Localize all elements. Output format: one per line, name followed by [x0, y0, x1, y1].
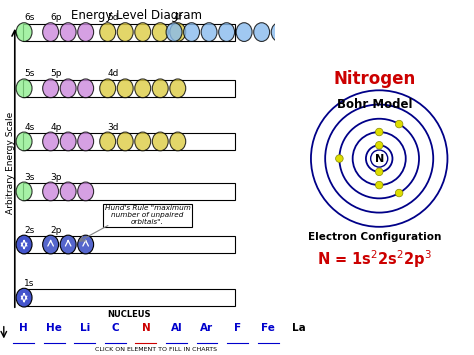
Text: 3s: 3s	[24, 173, 35, 181]
Text: 4p: 4p	[51, 122, 62, 132]
FancyBboxPatch shape	[23, 133, 235, 150]
Circle shape	[78, 79, 94, 98]
Text: N = 1s$^{2}$2s$^{2}$2p$^{3}$: N = 1s$^{2}$2s$^{2}$2p$^{3}$	[317, 248, 432, 269]
Circle shape	[117, 79, 133, 98]
Circle shape	[152, 79, 168, 98]
Circle shape	[375, 128, 383, 136]
Text: C: C	[111, 323, 119, 333]
Circle shape	[100, 132, 116, 151]
Text: He: He	[46, 323, 62, 333]
Circle shape	[43, 182, 59, 201]
Circle shape	[100, 23, 116, 42]
Text: 5d: 5d	[108, 13, 119, 22]
Text: 2s: 2s	[24, 226, 34, 235]
Text: 3p: 3p	[51, 173, 62, 181]
Text: F: F	[234, 323, 241, 333]
Text: Ar: Ar	[201, 323, 214, 333]
Text: Nitrogen: Nitrogen	[333, 70, 416, 88]
Text: 4s: 4s	[24, 122, 34, 132]
Text: 6p: 6p	[51, 13, 62, 22]
Circle shape	[60, 79, 76, 98]
FancyBboxPatch shape	[23, 80, 235, 97]
Circle shape	[371, 150, 388, 167]
Circle shape	[375, 142, 383, 149]
Circle shape	[152, 23, 168, 42]
Circle shape	[60, 132, 76, 151]
Text: 5p: 5p	[51, 70, 62, 78]
Circle shape	[78, 23, 94, 42]
Circle shape	[135, 23, 151, 42]
Text: La: La	[292, 323, 306, 333]
Circle shape	[183, 23, 200, 42]
Circle shape	[170, 23, 186, 42]
Circle shape	[16, 182, 32, 201]
Text: N: N	[374, 154, 384, 164]
Text: Bohr Model: Bohr Model	[337, 98, 412, 111]
FancyBboxPatch shape	[23, 289, 235, 306]
Text: Al: Al	[171, 323, 182, 333]
Text: 3d: 3d	[108, 122, 119, 132]
Text: 6s: 6s	[24, 13, 35, 22]
Circle shape	[78, 182, 94, 201]
Circle shape	[271, 23, 287, 42]
Text: Li: Li	[80, 323, 90, 333]
Circle shape	[170, 79, 186, 98]
Circle shape	[395, 120, 403, 128]
Text: Electron Configuration: Electron Configuration	[308, 232, 441, 242]
Circle shape	[100, 79, 116, 98]
Circle shape	[135, 132, 151, 151]
Circle shape	[16, 288, 32, 307]
Text: CLICK ON ELEMENT TO FILL IN CHARTS: CLICK ON ELEMENT TO FILL IN CHARTS	[95, 347, 218, 352]
Circle shape	[254, 23, 270, 42]
Text: 1s: 1s	[24, 279, 35, 288]
FancyBboxPatch shape	[23, 23, 235, 41]
Circle shape	[201, 23, 217, 42]
Circle shape	[135, 79, 151, 98]
Circle shape	[236, 23, 252, 42]
Text: Hund's Rule "maximum
number of unpaired
orbitals".: Hund's Rule "maximum number of unpaired …	[105, 206, 191, 225]
Circle shape	[219, 23, 235, 42]
Circle shape	[16, 23, 32, 42]
Text: Arbitrary Energy Scale: Arbitrary Energy Scale	[6, 112, 15, 214]
Text: 2p: 2p	[51, 226, 62, 235]
Text: NUCLEUS: NUCLEUS	[107, 310, 151, 319]
Circle shape	[117, 23, 133, 42]
Circle shape	[60, 182, 76, 201]
Circle shape	[170, 132, 186, 151]
Circle shape	[43, 132, 59, 151]
FancyBboxPatch shape	[23, 183, 235, 200]
Text: 4f: 4f	[174, 13, 183, 22]
Circle shape	[16, 235, 32, 254]
Text: 4d: 4d	[108, 70, 119, 78]
Circle shape	[43, 79, 59, 98]
Circle shape	[78, 132, 94, 151]
Text: 5s: 5s	[24, 70, 35, 78]
Circle shape	[60, 23, 76, 42]
Text: H: H	[19, 323, 28, 333]
Circle shape	[117, 132, 133, 151]
Circle shape	[375, 168, 383, 176]
Circle shape	[395, 189, 403, 197]
FancyBboxPatch shape	[23, 236, 235, 253]
Circle shape	[43, 23, 59, 42]
Circle shape	[152, 132, 168, 151]
Circle shape	[43, 235, 59, 254]
Circle shape	[78, 235, 94, 254]
Circle shape	[16, 132, 32, 151]
Circle shape	[166, 23, 182, 42]
Text: Fe: Fe	[261, 323, 275, 333]
Circle shape	[375, 181, 383, 189]
Circle shape	[16, 79, 32, 98]
Text: N: N	[142, 323, 150, 333]
Circle shape	[60, 235, 76, 254]
Text: Energy Level Diagram: Energy Level Diagram	[72, 9, 202, 22]
Circle shape	[336, 155, 343, 162]
